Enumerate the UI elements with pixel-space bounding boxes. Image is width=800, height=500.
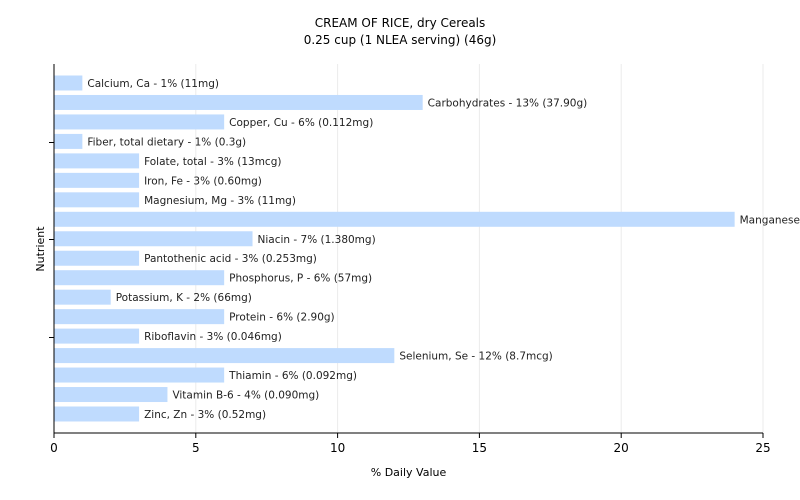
x-tick-label: 10	[330, 441, 345, 455]
bar	[54, 270, 225, 286]
bar-label: Iron, Fe - 3% (0.60mg)	[144, 175, 262, 187]
x-tick-label: 20	[614, 441, 629, 455]
bar-label: Phosphorus, P - 6% (57mg)	[229, 273, 372, 285]
bar	[54, 114, 225, 130]
bar-label: Selenium, Se - 12% (8.7mcg)	[399, 351, 552, 363]
bar	[54, 75, 83, 91]
chart-title: CREAM OF RICE, dry Cereals	[314, 16, 486, 30]
bar-label: Magnesium, Mg - 3% (11mg)	[144, 195, 296, 207]
bar	[54, 289, 111, 305]
bar-label: Folate, total - 3% (13mcg)	[144, 156, 281, 168]
x-tick-label: 0	[50, 441, 58, 455]
bar	[54, 328, 140, 344]
bar	[54, 192, 140, 208]
bar	[54, 133, 83, 149]
bar	[54, 387, 168, 403]
bar	[54, 231, 253, 247]
bar	[54, 153, 140, 169]
chart-subtitle: 0.25 cup (1 NLEA serving) (46g)	[303, 33, 497, 47]
bar-label: Riboflavin - 3% (0.046mg)	[144, 331, 282, 343]
bar-label: Niacin - 7% (1.380mg)	[258, 234, 376, 246]
bar-label: Vitamin B-6 - 4% (0.090mg)	[172, 390, 319, 402]
bar-label: Thiamin - 6% (0.092mg)	[228, 370, 357, 382]
bar-label: Calcium, Ca - 1% (11mg)	[87, 78, 219, 90]
bar	[54, 406, 140, 422]
bar-label: Pantothenic acid - 3% (0.253mg)	[144, 253, 317, 265]
bar	[54, 309, 225, 325]
bar	[54, 348, 395, 364]
bar-label: Fiber, total dietary - 1% (0.3g)	[87, 136, 246, 148]
x-tick-label: 25	[755, 441, 770, 455]
bar-label: Potassium, K - 2% (66mg)	[116, 292, 252, 304]
bar-label: Copper, Cu - 6% (0.112mg)	[229, 117, 373, 129]
bar-label: Zinc, Zn - 3% (0.52mg)	[144, 409, 266, 421]
bar	[54, 172, 140, 188]
bar-label: Carbohydrates - 13% (37.90g)	[428, 97, 588, 109]
bar	[54, 367, 225, 383]
bar	[54, 211, 735, 227]
x-tick-label: 5	[192, 441, 200, 455]
x-tick-label: 15	[472, 441, 487, 455]
x-axis-title: % Daily Value	[371, 466, 447, 479]
bar-label: Protein - 6% (2.90g)	[229, 312, 335, 324]
y-axis-title: Nutrient	[34, 226, 47, 272]
bar	[54, 94, 423, 110]
bar	[54, 250, 140, 266]
bar-label: Manganese, Mn - 24% (0.475mg)	[740, 214, 800, 226]
